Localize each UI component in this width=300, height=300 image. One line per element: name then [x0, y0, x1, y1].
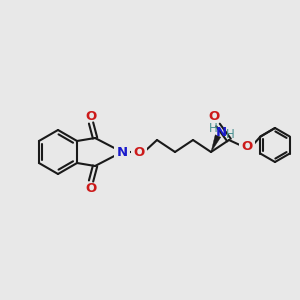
- Text: O: O: [134, 146, 145, 158]
- Text: O: O: [85, 110, 97, 122]
- Text: N: N: [116, 146, 128, 158]
- Text: N: N: [215, 125, 226, 139]
- Polygon shape: [211, 135, 221, 152]
- Text: H: H: [226, 128, 234, 142]
- Text: O: O: [242, 140, 253, 152]
- Text: O: O: [85, 182, 97, 194]
- Text: H: H: [208, 122, 217, 134]
- Text: O: O: [208, 110, 220, 124]
